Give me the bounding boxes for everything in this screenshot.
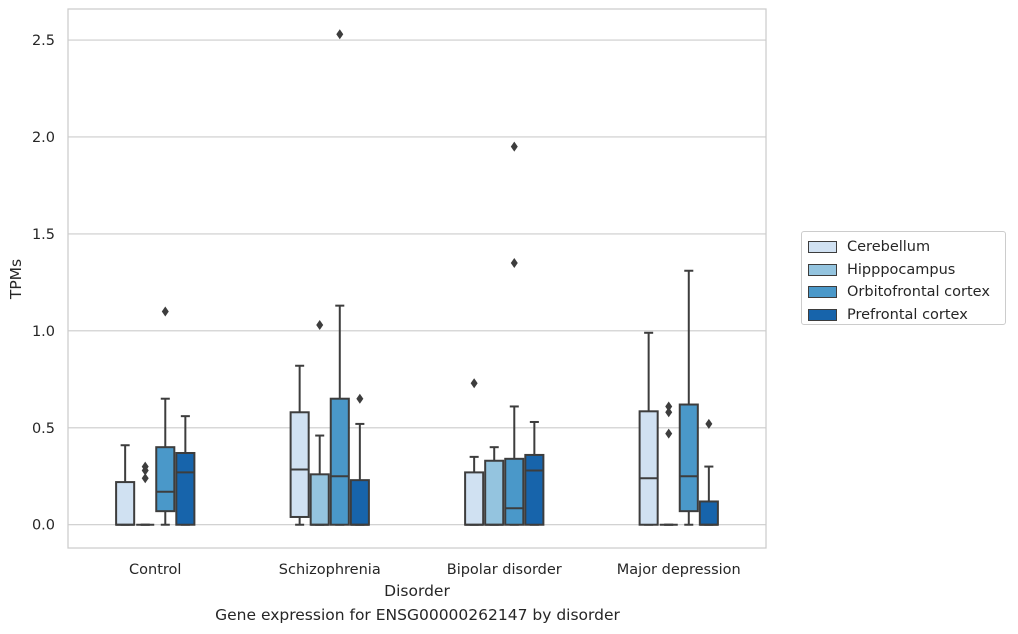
outlier-point: [141, 473, 149, 484]
legend-item: Orbitofrontal cortex: [808, 281, 1005, 304]
y-tick-label: 1.5: [32, 227, 55, 243]
outlier-point: [510, 141, 518, 152]
legend-swatch: [808, 263, 837, 276]
legend-item: Prefrontal cortex: [808, 304, 1005, 327]
plot-frame: [67, 8, 767, 549]
outlier-point: [316, 320, 324, 331]
box: [504, 457, 525, 526]
outlier-point: [705, 418, 713, 429]
x-tick-label: Bipolar disorder: [447, 562, 562, 578]
box: [175, 451, 196, 526]
legend-item: Cerebellum: [808, 236, 1005, 259]
box: [678, 403, 699, 513]
legend-swatch: [808, 286, 837, 299]
chart-caption: Gene expression for ENSG00000262147 by d…: [215, 606, 620, 624]
y-tick-label: 0.5: [32, 421, 55, 437]
box: [524, 453, 545, 526]
outlier-point: [510, 257, 518, 268]
box: [309, 473, 330, 526]
y-tick-label: 2.0: [32, 130, 55, 146]
legend: Cerebellum Hipppocampus Orbitofrontal cort…: [801, 231, 1006, 325]
box: [484, 459, 505, 526]
box-groups: [115, 29, 719, 526]
box: [698, 500, 719, 526]
outlier-point: [356, 393, 364, 404]
box: [155, 446, 176, 513]
outlier-point: [665, 407, 673, 418]
outlier-point: [161, 306, 169, 317]
outlier-point: [336, 29, 344, 40]
box: [115, 481, 136, 526]
legend-label: Orbitofrontal cortex: [847, 284, 990, 301]
box: [289, 411, 310, 518]
box: [349, 479, 370, 526]
y-tick-label: 0.0: [32, 518, 55, 534]
y-tick-label: 2.5: [32, 33, 55, 49]
legend-label: Cerebellum: [847, 239, 931, 256]
y-tick-label: 1.0: [32, 324, 55, 340]
y-tick-labels: 0.0 0.5 1.0 1.5 2.0 2.5: [32, 33, 55, 534]
box: [638, 410, 659, 526]
y-axis-label: TPMs: [7, 259, 25, 300]
outlier-point: [665, 428, 673, 439]
outlier-point: [470, 378, 478, 389]
legend-label: Prefrontal cortex: [847, 306, 968, 323]
outlier-point: [665, 401, 673, 412]
legend-item: Hipppocampus: [808, 259, 1005, 282]
legend-swatch: [808, 308, 837, 321]
x-tick-label: Schizophrenia: [279, 562, 381, 578]
box: [329, 397, 350, 526]
box: [464, 471, 485, 526]
legend-label: Hipppocampus: [847, 261, 956, 278]
x-axis-label: Disorder: [384, 582, 450, 600]
x-tick-label: Major depression: [617, 562, 741, 578]
x-tick-labels: Control Schizophrenia Bipolar disorder Majo…: [129, 562, 741, 578]
outlier-point: [141, 461, 149, 472]
legend-swatch: [808, 241, 837, 254]
x-tick-label: Control: [129, 562, 181, 578]
